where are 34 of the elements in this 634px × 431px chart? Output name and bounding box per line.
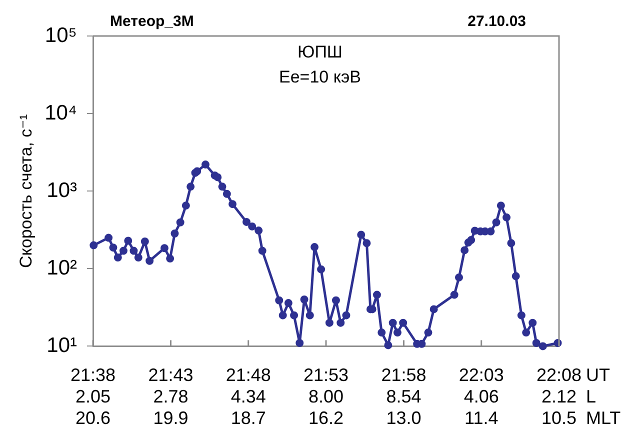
y-tick-label: 10⁴ <box>44 101 77 124</box>
text: 19.9 <box>153 408 188 428</box>
x-tick-label: 22:03 <box>458 364 504 385</box>
y-tick-label: 10³ <box>46 178 77 202</box>
text: 16.2 <box>308 408 344 428</box>
x-tick-label: 21:58 <box>381 364 426 385</box>
annotation: Ee=10 кэВ <box>279 68 361 87</box>
annotation: ЮПШ <box>298 42 342 62</box>
y-tick-label: 10⁵ <box>44 24 77 47</box>
y-tick-label: 10¹ <box>46 334 77 357</box>
x-tick-label: 21:43 <box>148 364 194 385</box>
x-tick-label: 22:08 <box>536 364 582 385</box>
text: 2.12 <box>541 386 577 407</box>
text: 4.06 <box>464 386 499 407</box>
chart-title: Метеор_3М <box>110 13 194 30</box>
text: 13.0 <box>386 408 422 428</box>
text: 18.7 <box>230 408 266 428</box>
text: 2.05 <box>75 386 111 407</box>
text: 20.6 <box>75 408 111 428</box>
x-axis-title: UT <box>586 364 610 385</box>
y-tick-label: 10² <box>46 256 77 280</box>
text: MLT <box>586 408 621 428</box>
chart-subtitle: 27.10.03 <box>468 13 526 30</box>
x-tick-label: 21:48 <box>226 364 271 385</box>
x-tick-label: 21:53 <box>303 364 349 385</box>
y-axis-title: Скорость счета, с⁻¹ <box>16 114 36 268</box>
text: 8.00 <box>308 386 344 407</box>
text: L <box>586 386 596 407</box>
text: 4.34 <box>230 386 266 407</box>
text: 2.78 <box>153 386 188 407</box>
text: 8.54 <box>386 386 422 407</box>
text: 11.4 <box>464 408 498 428</box>
text: 10.5 <box>541 408 577 428</box>
x-tick-label: 21:38 <box>70 364 116 385</box>
